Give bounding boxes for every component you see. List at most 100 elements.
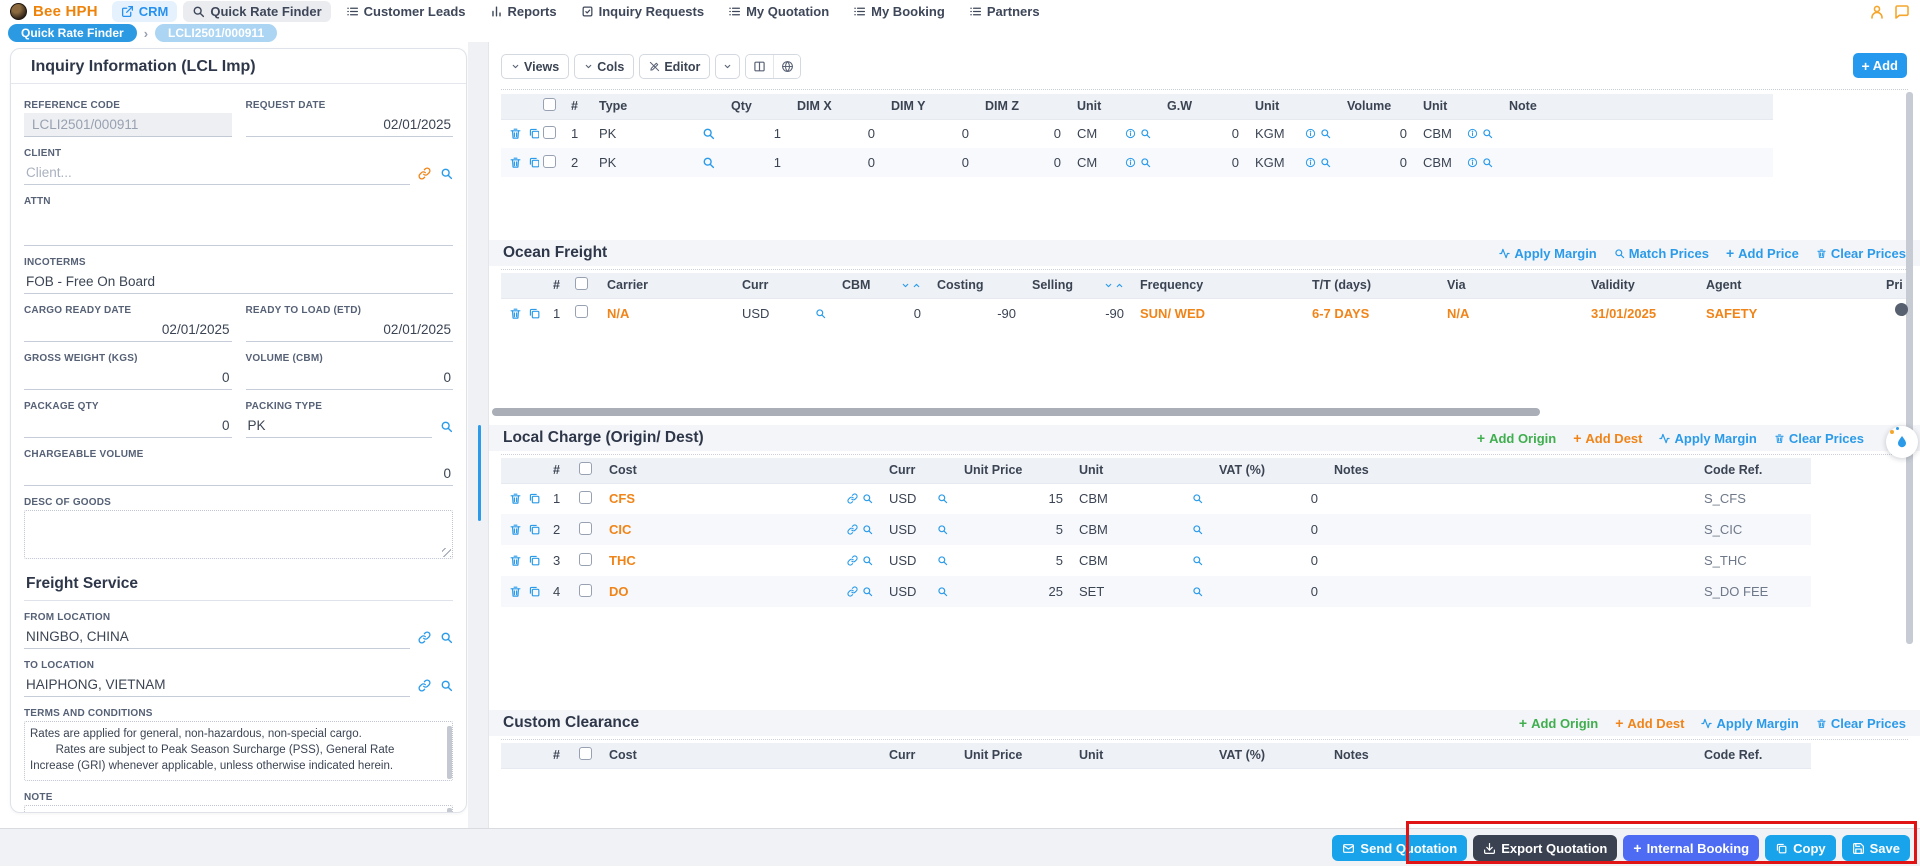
duplicate-row-icon[interactable] xyxy=(528,523,541,536)
local-cost-cell[interactable]: THC xyxy=(609,553,636,568)
duplicate-row-icon[interactable] xyxy=(528,585,541,598)
note-textarea[interactable]: The price quote is temporarily calculate… xyxy=(24,805,453,812)
select-all-checkbox[interactable] xyxy=(579,747,592,761)
cargo-dimy-cell[interactable]: 0 xyxy=(961,126,969,142)
local-curr-cell[interactable]: USD xyxy=(889,553,917,568)
apply-margin-link[interactable]: Apply Margin xyxy=(1701,716,1799,731)
split-view-button[interactable] xyxy=(746,55,774,78)
local-curr-cell[interactable]: USD xyxy=(889,522,917,537)
local-vat-cell[interactable]: 0 xyxy=(1310,491,1318,507)
link-icon[interactable] xyxy=(418,679,431,692)
duplicate-row-icon[interactable] xyxy=(528,156,539,169)
chat-icon[interactable] xyxy=(1894,4,1910,20)
sort-desc-icon[interactable] xyxy=(1104,281,1113,290)
search-icon[interactable] xyxy=(1192,555,1203,566)
cargo-qty-cell[interactable]: 1 xyxy=(773,155,781,170)
add-origin-link[interactable]: + Add Origin xyxy=(1476,430,1557,446)
search-icon[interactable] xyxy=(1320,157,1331,168)
nav-quick-rate-finder[interactable]: Quick Rate Finder xyxy=(183,1,331,22)
row-checkbox[interactable] xyxy=(579,490,592,504)
search-icon[interactable] xyxy=(702,156,715,169)
local-unit-cell[interactable]: CBM xyxy=(1079,522,1108,537)
delete-row-icon[interactable] xyxy=(509,523,522,536)
textarea-scrollbar[interactable] xyxy=(447,726,452,779)
search-icon[interactable] xyxy=(440,679,453,692)
to-location-input[interactable]: HAIPHONG, VIETNAM xyxy=(24,673,410,697)
cols-button[interactable]: Cols xyxy=(574,54,635,79)
search-icon[interactable] xyxy=(862,493,873,504)
delete-row-icon[interactable] xyxy=(509,307,522,320)
search-icon[interactable] xyxy=(702,127,715,140)
ocean-curr-cell[interactable]: USD xyxy=(742,305,770,321)
add-row-button[interactable]: + Add xyxy=(1852,53,1907,78)
info-icon[interactable] xyxy=(1125,128,1136,139)
delete-row-icon[interactable] xyxy=(509,585,522,598)
sort-desc-icon[interactable] xyxy=(901,281,910,290)
horizontal-scrollbar[interactable] xyxy=(492,408,1540,416)
info-icon[interactable] xyxy=(1125,157,1136,168)
link-icon[interactable] xyxy=(847,493,858,504)
row-checkbox[interactable] xyxy=(543,125,556,139)
package-qty-input[interactable]: 0 xyxy=(24,414,232,438)
local-unit-cell[interactable]: CBM xyxy=(1079,491,1108,507)
assistant-fab[interactable] xyxy=(1886,426,1918,458)
match-prices-link[interactable]: Match Prices xyxy=(1614,246,1709,261)
ocean-agent-cell[interactable]: SAFETY xyxy=(1706,305,1758,321)
request-date-input[interactable]: 02/01/2025 xyxy=(245,113,453,137)
cargo-ready-date-input[interactable]: 02/01/2025 xyxy=(24,318,232,342)
cargo-dimz-cell[interactable]: 0 xyxy=(1053,126,1061,142)
nav-inquiry-requests[interactable]: Inquiry Requests xyxy=(572,1,713,22)
duplicate-row-icon[interactable] xyxy=(528,492,541,505)
gross-weight-input[interactable]: 0 xyxy=(24,366,232,390)
vertical-scrollbar[interactable] xyxy=(1906,92,1913,644)
save-button[interactable]: Save xyxy=(1841,835,1910,861)
apply-margin-link[interactable]: Apply Margin xyxy=(1499,246,1597,261)
delete-row-icon[interactable] xyxy=(509,492,522,505)
search-icon[interactable] xyxy=(1192,493,1203,504)
local-notes-cell[interactable] xyxy=(1326,483,1696,514)
client-input[interactable]: Client... xyxy=(24,161,410,185)
from-location-input[interactable]: NINGBO, CHINA xyxy=(24,625,410,649)
local-curr-cell[interactable]: USD xyxy=(889,584,917,599)
sort-asc-icon[interactable] xyxy=(1115,281,1124,290)
cargo-dim-unit-cell[interactable]: CM xyxy=(1077,126,1098,142)
search-icon[interactable] xyxy=(937,586,948,597)
delete-row-icon[interactable] xyxy=(509,127,522,140)
cargo-dimx-cell[interactable]: 0 xyxy=(867,126,875,142)
local-vat-cell[interactable]: 0 xyxy=(1310,553,1318,568)
ocean-costing-cell[interactable]: -90 xyxy=(997,305,1016,321)
packing-type-input[interactable]: PK xyxy=(245,414,432,438)
sort-asc-icon[interactable] xyxy=(912,281,921,290)
copy-button[interactable]: Copy xyxy=(1765,835,1836,861)
user-icon[interactable] xyxy=(1869,4,1885,20)
cargo-volume-cell[interactable]: 0 xyxy=(1399,155,1407,170)
local-notes-cell[interactable] xyxy=(1326,545,1696,576)
cargo-volume-unit-cell[interactable]: CBM xyxy=(1423,126,1452,142)
search-icon[interactable] xyxy=(1192,524,1203,535)
ocean-carrier-cell[interactable]: N/A xyxy=(607,305,630,321)
cargo-gw-cell[interactable]: 0 xyxy=(1231,126,1239,142)
search-icon[interactable] xyxy=(1482,128,1493,139)
search-icon[interactable] xyxy=(1140,157,1151,168)
cargo-gw-unit-cell[interactable]: KGM xyxy=(1255,126,1285,142)
ocean-tt-cell[interactable]: 6-7 DAYS xyxy=(1312,305,1370,321)
row-checkbox[interactable] xyxy=(579,552,592,566)
cargo-dimx-cell[interactable]: 0 xyxy=(867,155,875,170)
local-cost-cell[interactable]: CIC xyxy=(609,522,632,537)
clear-prices-link[interactable]: Clear Prices xyxy=(1816,716,1906,731)
textarea-scrollbar[interactable] xyxy=(447,808,452,812)
attn-input[interactable] xyxy=(24,209,453,246)
info-icon[interactable] xyxy=(1467,157,1478,168)
local-notes-cell[interactable] xyxy=(1326,514,1696,545)
cargo-qty-cell[interactable]: 1 xyxy=(773,126,781,142)
nav-my-booking[interactable]: My Booking xyxy=(844,1,954,22)
export-quotation-button[interactable]: Export Quotation xyxy=(1473,835,1618,861)
cargo-volume-cell[interactable]: 0 xyxy=(1399,126,1407,142)
search-icon[interactable] xyxy=(1320,128,1331,139)
nav-customer-leads[interactable]: Customer Leads xyxy=(337,1,475,22)
row-checkbox[interactable] xyxy=(579,583,592,597)
search-icon[interactable] xyxy=(862,555,873,566)
resize-handle-icon[interactable] xyxy=(442,548,451,557)
ocean-frequency-cell[interactable]: SUN/ WED xyxy=(1140,305,1205,321)
local-unit-price-cell[interactable]: 15 xyxy=(1048,491,1063,507)
